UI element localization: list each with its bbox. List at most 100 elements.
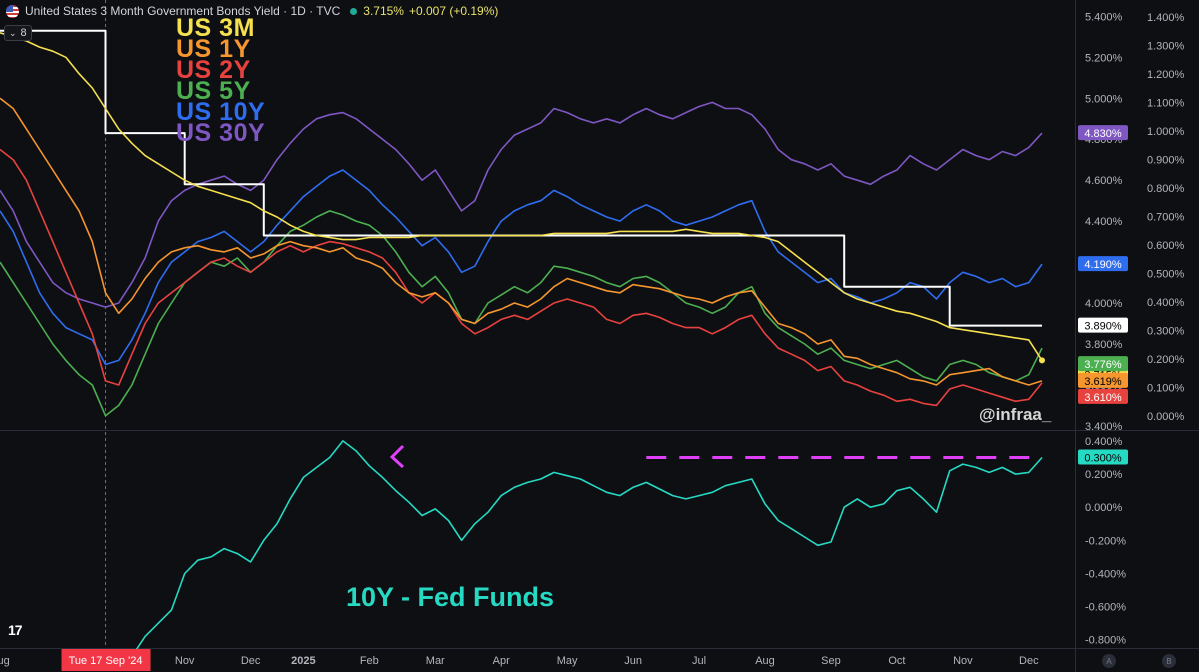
legend-us-30y: US 30Y bbox=[176, 119, 266, 147]
y-left-tick: 4.600% bbox=[1085, 175, 1123, 187]
y-right-tick: 1.000% bbox=[1147, 126, 1185, 138]
price-axis-bg bbox=[1075, 0, 1199, 672]
y-left-tick: 3.400% bbox=[1085, 421, 1123, 433]
price-badge-us-5y: 3.776% bbox=[1078, 356, 1128, 372]
lower-pane bbox=[131, 440, 1043, 657]
chevron-down-icon: ⌄ bbox=[9, 27, 17, 38]
price-badge-text: 3.610% bbox=[1084, 392, 1122, 404]
indicator-count: 8 bbox=[20, 27, 27, 39]
x-tick: Aug bbox=[0, 655, 10, 667]
series-line-us-10y bbox=[0, 169, 1043, 366]
y-right-tick: 0.500% bbox=[1147, 269, 1185, 281]
y-lower-tick: -0.200% bbox=[1085, 535, 1126, 547]
tradingview-logo[interactable]: 17 bbox=[8, 622, 23, 638]
price-badge-bg bbox=[1078, 125, 1128, 141]
price-badge-text: 3.890% bbox=[1084, 321, 1122, 333]
y-lower-tick: 0.000% bbox=[1085, 502, 1123, 514]
crosshair-date-badge bbox=[61, 649, 151, 671]
y-right-tick: 1.300% bbox=[1147, 41, 1185, 53]
x-tick: Sep bbox=[821, 655, 841, 667]
log-scale-button[interactable]: B bbox=[1162, 654, 1176, 668]
y-right-tick: 1.100% bbox=[1147, 98, 1185, 110]
y-left-tick: 5.000% bbox=[1085, 93, 1123, 105]
series-line-us-1y bbox=[0, 97, 1043, 386]
price-badge-bg bbox=[1078, 317, 1128, 333]
y-lower-tick: -0.600% bbox=[1085, 602, 1126, 614]
series-line-us-5y bbox=[0, 210, 1043, 417]
x-tick: Apr bbox=[493, 655, 510, 667]
legend-us-10y: US 10Y bbox=[176, 98, 266, 126]
y-left-tick: 4.000% bbox=[1085, 298, 1123, 310]
price-change: +0.007 (+0.19%) bbox=[408, 4, 499, 18]
lower-pane-label: 10Y - Fed Funds bbox=[346, 582, 555, 612]
price-badge-us-2y: 3.610% bbox=[1078, 388, 1128, 404]
y-left-tick: 4.400% bbox=[1085, 216, 1123, 228]
y-right-tick: 0.400% bbox=[1147, 297, 1185, 309]
x-tick: Jun bbox=[624, 655, 642, 667]
indicators-toggle[interactable]: ⌄ 8 bbox=[4, 25, 32, 41]
price-badge-bg bbox=[1078, 449, 1128, 465]
x-tick: Aug bbox=[755, 655, 775, 667]
legend-us-3m: US 3M bbox=[176, 14, 255, 42]
last-price: 3.715% bbox=[363, 4, 404, 18]
price-badge-text: 4.830% bbox=[1084, 128, 1122, 140]
x-tick: Dec bbox=[1019, 655, 1039, 667]
x-tick: Mar bbox=[426, 655, 445, 667]
symbol-title: United States 3 Month Government Bonds Y… bbox=[25, 4, 341, 18]
market-status-icon bbox=[350, 7, 358, 15]
symbol-header[interactable]: United States 3 Month Government Bonds Y… bbox=[6, 3, 498, 19]
author-watermark: @infraa_ bbox=[979, 405, 1052, 424]
last-point-marker bbox=[1039, 357, 1045, 364]
x-tick: Nov bbox=[175, 655, 195, 667]
y-lower-tick: 0.400% bbox=[1085, 436, 1123, 448]
y-right-tick: 0.000% bbox=[1147, 411, 1185, 423]
legend-us-2y: US 2Y bbox=[176, 56, 251, 84]
price-badge-bg bbox=[1078, 256, 1128, 272]
price-badges: 3.715%3.619%3.610%3.776%4.190%4.830%3.89… bbox=[1078, 125, 1128, 465]
x-tick: Dec bbox=[241, 655, 261, 667]
series-line-fed-funds bbox=[0, 29, 1042, 327]
y-right-tick: 0.900% bbox=[1147, 155, 1185, 167]
price-badge-spread: 0.300% bbox=[1078, 449, 1128, 465]
price-badge-us-1y: 3.619% bbox=[1078, 372, 1128, 388]
y-right-tick: 0.600% bbox=[1147, 240, 1185, 252]
y-right-tick: 0.700% bbox=[1147, 212, 1185, 224]
arrow-left-icon bbox=[389, 444, 405, 469]
x-tick: 2025 bbox=[291, 655, 315, 667]
price-badge-text: 3.776% bbox=[1084, 359, 1122, 371]
price-badge-us-10y: 4.190% bbox=[1078, 256, 1128, 272]
price-badge-text: 4.190% bbox=[1084, 259, 1122, 271]
price-badge-bg bbox=[1078, 388, 1128, 404]
y-right-tick: 1.400% bbox=[1147, 12, 1185, 24]
y-right-tick: 0.200% bbox=[1147, 354, 1185, 366]
series-legend: US 3M US 1Y US 2Y US 5Y US 10Y US 30Y bbox=[176, 14, 266, 147]
us-flag-icon bbox=[6, 4, 19, 18]
legend-us-5y: US 5Y bbox=[176, 77, 251, 105]
x-tick: Oct bbox=[888, 655, 905, 667]
series-line-us-3m bbox=[0, 32, 1043, 361]
price-badge-fed-funds: 3.890% bbox=[1078, 317, 1128, 333]
y-right-tick: 0.800% bbox=[1147, 183, 1185, 195]
x-tick: Feb bbox=[360, 655, 379, 667]
chart-lines bbox=[0, 29, 1045, 417]
y-left-tick: 3.800% bbox=[1085, 339, 1123, 351]
price-badge-bg bbox=[1078, 372, 1128, 388]
x-tick: Tue 17 Sep '24 bbox=[69, 655, 143, 667]
series-line-us-2y bbox=[0, 148, 1043, 407]
price-badge-bg bbox=[1078, 356, 1128, 372]
price-badge-us-30y: 4.830% bbox=[1078, 125, 1128, 141]
price-badge-text: 3.619% bbox=[1084, 376, 1122, 388]
y-right-tick: 0.300% bbox=[1147, 326, 1185, 338]
x-tick: Jul bbox=[692, 655, 706, 667]
auto-scale-button[interactable]: A bbox=[1102, 654, 1116, 668]
series-line-10y-fed-funds bbox=[131, 440, 1043, 657]
price-badge-text: 0.300% bbox=[1084, 453, 1122, 465]
y-lower-tick: 0.200% bbox=[1085, 469, 1123, 481]
y-right-tick: 1.200% bbox=[1147, 69, 1185, 81]
y-right-tick: 0.100% bbox=[1147, 383, 1185, 395]
series-line-us-30y bbox=[0, 101, 1043, 308]
y-left-tick: 5.200% bbox=[1085, 52, 1123, 64]
chart-axes: 5.400%5.200%5.000%4.800%4.600%4.400%4.20… bbox=[0, 11, 1185, 671]
